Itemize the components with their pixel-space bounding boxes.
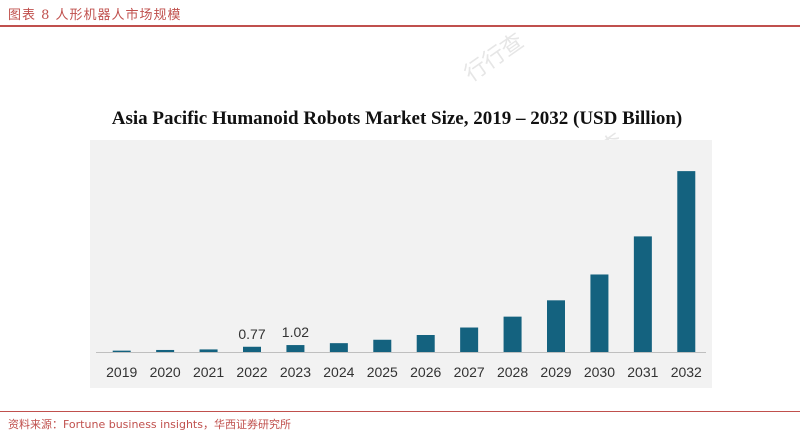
x-tick-label: 2032	[671, 364, 702, 380]
x-tick-label: 2021	[193, 364, 224, 380]
bar-2027	[460, 327, 479, 352]
bar-2028	[503, 316, 522, 352]
x-tick-label: 2031	[627, 364, 658, 380]
x-tick-label: 2020	[150, 364, 181, 380]
x-tick-label: 2027	[454, 364, 485, 380]
x-tick-label: 2025	[367, 364, 398, 380]
bar-chart: 2019 2020 2021 2022 0.77 2023 1.02 2024 2025 2026…	[96, 171, 706, 380]
bar-2026	[416, 335, 435, 352]
x-tick-label: 2022	[236, 364, 267, 380]
bar-2032	[677, 171, 696, 352]
bar-2029	[547, 300, 565, 352]
bar-2031	[633, 236, 652, 352]
figure-caption: 图表 8 人形机器人市场规模	[8, 8, 182, 23]
footer-divider	[0, 411, 800, 412]
bar-2025	[373, 339, 392, 352]
source-note: 资料来源：Fortune business insights，华西证券研究所	[8, 418, 291, 431]
data-label: 1.02	[282, 324, 309, 340]
data-label: 0.77	[238, 326, 265, 342]
x-tick-label: 2030	[584, 364, 615, 380]
x-tick-label: 2029	[540, 364, 571, 380]
bar-2024	[329, 343, 348, 352]
bar-2023	[286, 345, 305, 352]
watermark-1: 行行查	[460, 28, 529, 88]
bar-2020	[156, 349, 175, 352]
chart-title: Asia Pacific Humanoid Robots Market Size…	[111, 108, 683, 129]
bar-2021	[199, 349, 218, 352]
x-tick-label: 2019	[106, 364, 137, 380]
x-tick-label: 2026	[410, 364, 441, 380]
x-tick-label: 2023	[280, 364, 311, 380]
bar-2030	[590, 274, 609, 352]
bar-2022	[243, 346, 261, 352]
header-divider	[0, 25, 800, 27]
x-tick-label: 2028	[497, 364, 528, 380]
bar-2019	[112, 350, 131, 352]
x-tick-label: 2024	[323, 364, 354, 380]
